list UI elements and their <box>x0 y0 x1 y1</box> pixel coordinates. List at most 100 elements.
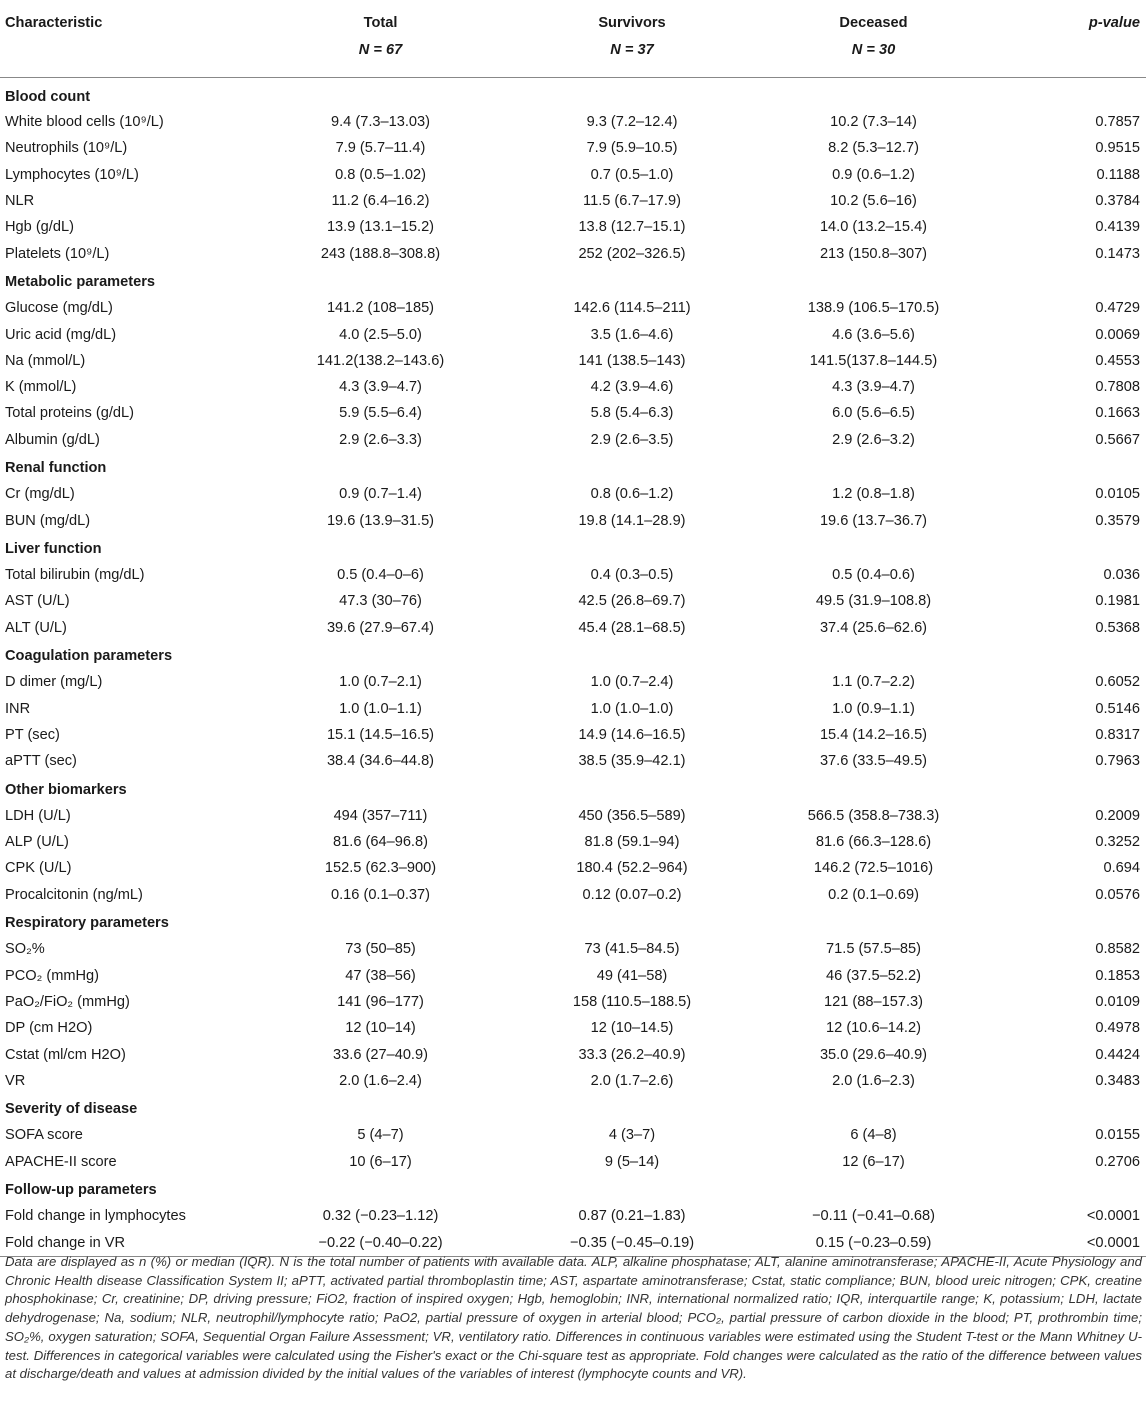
cell-survivors: 252 (202–326.5) <box>578 245 686 262</box>
cell-pvalue: 0.1188 <box>1096 166 1140 183</box>
cell-total: 4.0 (2.5–5.0) <box>339 326 422 343</box>
cell-pvalue: 0.7963 <box>1095 753 1140 770</box>
table-row: Neutrophils (10⁹/L) 7.9 (5.7–11.4) 7.9 (5.… <box>0 135 1146 161</box>
cell-deceased: 121 (88–157.3) <box>824 993 923 1010</box>
section-title: Metabolic parameters <box>5 273 156 290</box>
section-header-row: Severity of disease <box>0 1094 1146 1122</box>
row-label: CPK (U/L) <box>5 860 72 877</box>
header-deceased-n-text: N = 30 <box>851 42 896 58</box>
cell-survivors: 42.5 (26.8–69.7) <box>578 593 686 610</box>
row-label: NLR <box>5 193 35 210</box>
section-header-row: Coagulation parameters <box>0 641 1146 669</box>
cell-survivors: 4.2 (3.9–4.6) <box>590 379 674 396</box>
cell-total: 2.0 (1.6–2.4) <box>339 1072 422 1089</box>
cell-total: 5.9 (5.5–6.4) <box>339 405 422 422</box>
table-row: SO₂% 73 (50–85) 73 (41.5–84.5) 71.5 (57.5–8… <box>0 936 1146 962</box>
row-label: Lymphocytes (10⁹/L) <box>5 166 139 183</box>
cell-deceased: 141.5(137.8–144.5) <box>809 352 938 369</box>
row-label: AST (U/L) <box>5 593 70 610</box>
table-body: Blood count White blood cells (10⁹/L) 9.4 … <box>0 77 1146 1257</box>
cell-survivors: 2.0 (1.7–2.6) <box>590 1072 674 1089</box>
table-row: Fold change in lymphocytes 0.32 (−0.23–1.… <box>0 1203 1146 1229</box>
row-label: DP (cm H2O) <box>5 1020 93 1037</box>
table-row: Cstat (ml/cm H2O) 33.6 (27–40.9) 33.3 (26.… <box>0 1041 1146 1067</box>
cell-pvalue: 0.4424 <box>1095 1046 1140 1063</box>
row-label: Total bilirubin (mg/dL) <box>5 567 145 584</box>
cell-deceased: 81.6 (66.3–128.6) <box>815 834 932 851</box>
cell-pvalue: 0.0069 <box>1095 326 1140 343</box>
cell-deceased: 71.5 (57.5–85) <box>826 941 921 958</box>
cell-deceased: 566.5 (358.8–738.3) <box>807 807 940 824</box>
section-header-row: Respiratory parameters <box>0 908 1146 936</box>
cell-total: 2.9 (2.6–3.3) <box>339 431 422 448</box>
cell-deceased: 1.0 (0.9–1.1) <box>832 700 915 717</box>
cell-pvalue: 0.1981 <box>1095 593 1140 610</box>
table-header: Characteristic Total N = 67 Survivors N … <box>0 0 1146 78</box>
row-label: Total proteins (g/dL) <box>5 405 134 422</box>
table-row: AST (U/L) 47.3 (30–76) 42.5 (26.8–69.7) 49.… <box>0 588 1146 614</box>
cell-total: 9.4 (7.3–13.03) <box>331 114 430 131</box>
table-row: PT (sec) 15.1 (14.5–16.5) 14.9 (14.6–16.5)… <box>0 722 1146 748</box>
cell-deceased: 0.2 (0.1–0.69) <box>828 886 919 903</box>
cell-pvalue: 0.3784 <box>1095 193 1140 210</box>
table-footnote: Data are displayed as n (%) or median (I… <box>5 1254 1142 1382</box>
cell-survivors: 0.87 (0.21–1.83) <box>578 1208 686 1225</box>
header-deceased: Deceased N = 30 <box>751 0 996 78</box>
table-row: Glucose (mg/dL) 141.2 (108–185) 142.6 (114… <box>0 295 1146 321</box>
header-characteristic: Characteristic <box>0 0 248 78</box>
section-title: Renal function <box>5 460 107 476</box>
cell-pvalue: 0.2009 <box>1095 807 1140 824</box>
row-label: Procalcitonin (ng/mL) <box>5 886 143 903</box>
cell-survivors: 13.8 (12.7–15.1) <box>578 219 686 236</box>
table-row: SOFA score 5 (4–7) 4 (3–7) 6 (4–8) 0.0155 <box>0 1122 1146 1148</box>
cell-pvalue: 0.0105 <box>1095 486 1140 503</box>
cell-survivors: 1.0 (0.7–2.4) <box>590 674 674 691</box>
table-row: Fold change in VR −0.22 (−0.40–0.22) −0.35… <box>0 1229 1146 1257</box>
header-total-n-text: N = 67 <box>358 42 403 58</box>
cell-survivors: 33.3 (26.2–40.9) <box>578 1046 686 1063</box>
cell-deceased: 1.2 (0.8–1.8) <box>832 486 915 503</box>
cell-survivors: 3.5 (1.6–4.6) <box>590 326 674 343</box>
cell-total: 81.6 (64–96.8) <box>333 834 428 851</box>
cell-survivors: 5.8 (5.4–6.3) <box>590 405 674 422</box>
cell-pvalue: 0.0109 <box>1095 993 1140 1010</box>
row-label: PCO₂ (mmHg) <box>5 967 100 984</box>
cell-pvalue: 0.7808 <box>1095 379 1140 396</box>
cell-pvalue: 0.9515 <box>1095 140 1140 157</box>
table-row: Procalcitonin (ng/mL) 0.16 (0.1–0.37) 0.12… <box>0 882 1146 908</box>
header-pvalue: p-value <box>996 0 1146 78</box>
cell-total: 38.4 (34.6–44.8) <box>326 753 435 770</box>
cell-pvalue: 0.1853 <box>1095 967 1140 984</box>
table-row: PaO₂/FiO₂ (mmHg) 141 (96–177) 158 (110.5–1… <box>0 989 1146 1015</box>
cell-survivors: 14.9 (14.6–16.5) <box>578 726 686 743</box>
cell-deceased: 0.9 (0.6–1.2) <box>832 166 915 183</box>
cell-survivors: 158 (110.5–188.5) <box>572 993 692 1010</box>
cell-survivors: 7.9 (5.9–10.5) <box>586 140 678 157</box>
row-label: SOFA score <box>5 1127 83 1144</box>
cell-survivors: 81.8 (59.1–94) <box>584 834 680 851</box>
table-row: ALP (U/L) 81.6 (64–96.8) 81.8 (59.1–94) 81.… <box>0 829 1146 855</box>
cell-deceased: 4.6 (3.6–5.6) <box>832 326 915 343</box>
row-label: APACHE-II score <box>5 1153 117 1170</box>
cell-total: 0.8 (0.5–1.02) <box>335 166 426 183</box>
table-row: Albumin (g/dL) 2.9 (2.6–3.3) 2.9 (2.6–3.5)… <box>0 427 1146 453</box>
cell-deceased: 146.2 (72.5–1016) <box>813 860 934 877</box>
header-row: Characteristic Total N = 67 Survivors N … <box>0 0 1146 78</box>
cell-total: 141.2 (108–185) <box>326 300 435 317</box>
cell-deceased: −0.11 (−0.41–0.68) <box>811 1208 936 1225</box>
cell-pvalue: <0.0001 <box>1086 1208 1140 1225</box>
section-header-row: Other biomarkers <box>0 774 1146 802</box>
section-header-row: Renal function <box>0 453 1146 481</box>
cell-deceased: 49.5 (31.9–108.8) <box>815 593 932 610</box>
table-row: PCO₂ (mmHg) 47 (38–56) 49 (41–58) 46 (37.5–… <box>0 963 1146 989</box>
table-row: LDH (U/L) 494 (357–711) 450 (356.5–589) 566… <box>0 803 1146 829</box>
cell-deceased: 37.4 (25.6–62.6) <box>819 619 928 636</box>
row-label: Glucose (mg/dL) <box>5 300 113 317</box>
cell-pvalue: 0.4978 <box>1095 1020 1140 1037</box>
cell-pvalue: 0.694 <box>1103 860 1140 877</box>
cell-pvalue: 0.5368 <box>1095 619 1140 636</box>
cell-pvalue: 0.6052 <box>1095 674 1140 691</box>
header-pvalue-label: p-value <box>996 14 1140 32</box>
cell-pvalue: 0.3483 <box>1095 1072 1140 1089</box>
cell-pvalue: 0.3252 <box>1095 834 1140 851</box>
